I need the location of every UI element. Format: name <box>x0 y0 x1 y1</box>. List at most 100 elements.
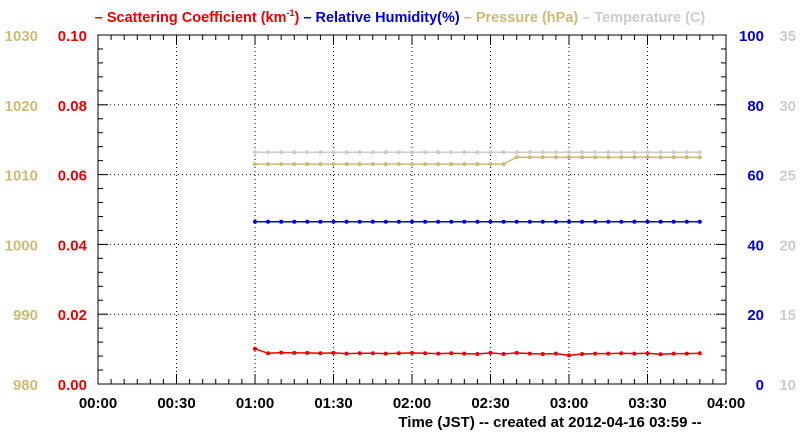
data-point-scattering <box>501 352 506 356</box>
pressure-tick-label: 980 <box>13 377 38 394</box>
data-point-scattering <box>593 351 598 356</box>
data-point-temperature <box>658 150 663 155</box>
data-point-scattering <box>697 351 702 356</box>
temperature-tick-label: 35 <box>779 28 796 45</box>
data-point-humidity <box>658 219 663 224</box>
data-point-scattering <box>253 346 257 351</box>
data-point-humidity <box>553 219 558 224</box>
data-point-scattering <box>619 351 624 356</box>
data-point-pressure <box>436 162 441 167</box>
data-point-temperature <box>671 150 676 155</box>
data-point-scattering <box>580 352 585 356</box>
data-point-temperature <box>645 150 650 155</box>
x-tick-label: 02:00 <box>393 395 431 412</box>
data-point-pressure <box>292 162 297 167</box>
data-point-humidity <box>593 219 598 224</box>
data-point-humidity <box>370 219 375 224</box>
data-point-humidity <box>697 219 702 224</box>
pressure-tick-label: 1010 <box>5 168 38 185</box>
data-point-temperature <box>527 150 532 155</box>
x-tick-label: 02:30 <box>471 395 509 412</box>
x-tick-label: 04:00 <box>707 395 745 412</box>
data-point-humidity <box>292 219 297 224</box>
data-point-scattering <box>606 351 611 356</box>
data-point-temperature <box>606 150 611 155</box>
data-point-temperature <box>410 150 414 155</box>
data-point-temperature <box>697 150 702 155</box>
data-point-temperature <box>370 150 375 155</box>
legend-entry-temperature: – Temperature (C) <box>578 10 705 26</box>
data-point-temperature <box>501 150 506 155</box>
data-point-humidity <box>462 219 467 224</box>
data-point-scattering <box>370 351 375 356</box>
data-point-humidity <box>331 219 336 224</box>
data-point-temperature <box>580 150 585 155</box>
data-point-temperature <box>567 150 571 155</box>
data-point-temperature <box>318 150 323 155</box>
data-point-scattering <box>292 350 297 355</box>
data-point-temperature <box>253 150 257 155</box>
data-point-scattering <box>645 351 650 356</box>
humidity-tick-label: 20 <box>747 307 764 324</box>
data-point-humidity <box>684 219 689 224</box>
humidity-tick-label: 60 <box>747 168 764 185</box>
humidity-tick-label: 0 <box>756 377 764 394</box>
temperature-tick-label: 15 <box>779 307 796 324</box>
data-point-pressure <box>423 162 428 167</box>
data-point-scattering <box>553 351 558 356</box>
x-axis: 00:00 00:30 01:00 01:30 02:00 02:30 03:00 03:30… <box>79 35 745 431</box>
data-point-pressure <box>331 162 336 167</box>
scattering-tick-label: 0.04 <box>58 237 88 254</box>
data-point-humidity <box>449 219 454 224</box>
data-point-scattering <box>527 351 532 356</box>
scattering-tick-label: 0.06 <box>58 168 87 185</box>
data-point-humidity <box>423 219 428 224</box>
data-point-temperature <box>462 150 467 155</box>
data-point-scattering <box>396 351 401 356</box>
x-tick-label: 03:30 <box>628 395 666 412</box>
data-point-pressure <box>462 162 467 167</box>
data-point-pressure <box>540 155 545 160</box>
data-point-scattering <box>357 351 362 356</box>
humidity-tick-label: 40 <box>747 237 764 254</box>
data-point-pressure <box>318 162 323 167</box>
data-point-humidity <box>436 219 441 224</box>
data-point-humidity <box>344 219 349 224</box>
temperature-tick-label: 10 <box>779 377 796 394</box>
data-point-pressure <box>253 162 257 167</box>
series <box>253 150 702 358</box>
data-point-humidity <box>383 219 388 224</box>
legend: – Scattering Coefficient (km-1) – Relati… <box>95 8 706 26</box>
data-point-scattering <box>671 351 676 356</box>
data-point-pressure <box>593 155 598 160</box>
data-point-humidity <box>540 219 545 224</box>
data-point-pressure <box>449 162 454 167</box>
data-point-humidity <box>645 219 650 224</box>
data-point-pressure <box>658 155 663 160</box>
data-point-scattering <box>632 351 637 356</box>
data-point-scattering <box>684 351 689 356</box>
axes: 98099010001010102010300.000.020.040.060.… <box>5 28 796 394</box>
data-point-humidity <box>396 219 401 224</box>
data-point-pressure <box>475 162 480 167</box>
humidity-tick-label: 100 <box>739 28 764 45</box>
humidity-tick-label: 80 <box>747 98 764 115</box>
data-point-pressure <box>357 162 362 167</box>
data-point-temperature <box>540 150 545 155</box>
legend-text: – Scattering Coefficient (km-1) – Relati… <box>95 8 706 26</box>
data-point-scattering <box>658 352 663 357</box>
legend-close-paren: ) <box>295 10 300 26</box>
data-point-pressure <box>344 162 349 167</box>
grid <box>98 35 726 384</box>
data-point-pressure <box>580 155 585 160</box>
x-tick-label: 00:30 <box>157 395 195 412</box>
data-point-temperature <box>593 150 598 155</box>
data-point-temperature <box>514 150 519 155</box>
temperature-tick-label: 20 <box>779 237 796 254</box>
data-point-humidity <box>318 219 323 224</box>
data-point-scattering <box>449 351 454 356</box>
data-point-pressure <box>488 162 493 167</box>
data-point-humidity <box>567 219 571 224</box>
data-point-humidity <box>357 219 362 224</box>
data-point-humidity <box>266 219 271 224</box>
